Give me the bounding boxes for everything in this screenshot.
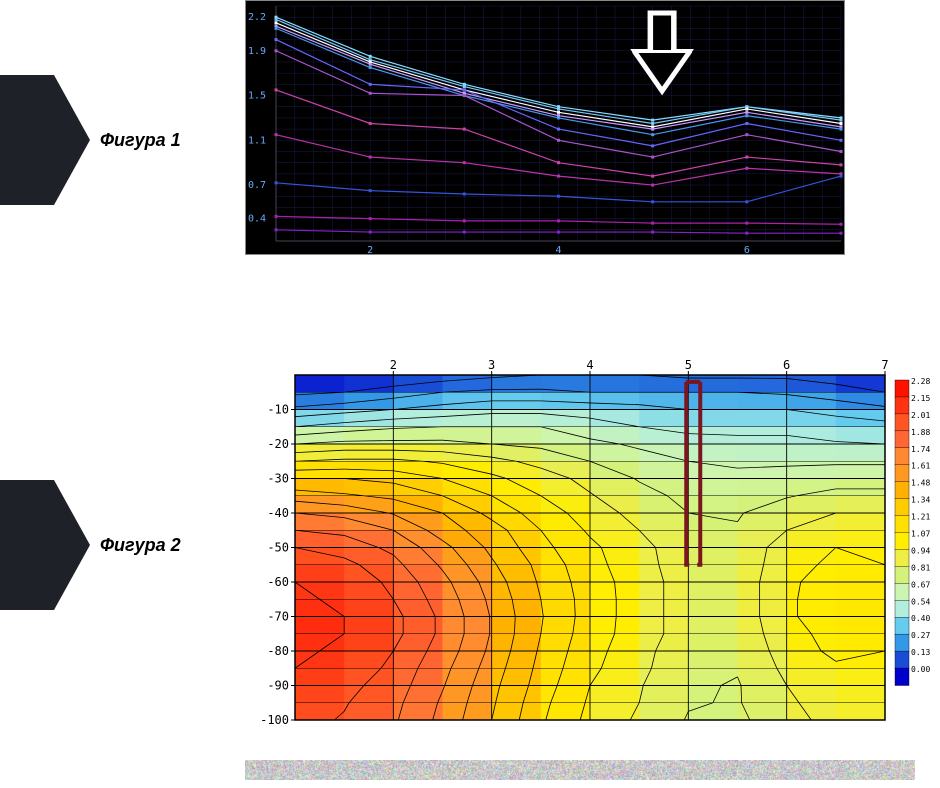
svg-text:1.07: 1.07 — [911, 530, 930, 539]
svg-text:2.28: 2.28 — [911, 377, 930, 386]
svg-text:1.9: 1.9 — [248, 46, 266, 57]
svg-text:-40: -40 — [267, 506, 289, 520]
svg-text:2: 2 — [367, 245, 373, 255]
svg-text:6: 6 — [783, 358, 790, 372]
svg-text:1.34: 1.34 — [911, 496, 930, 505]
svg-text:0.81: 0.81 — [911, 563, 930, 572]
svg-text:2.2: 2.2 — [248, 12, 266, 23]
svg-text:0.27: 0.27 — [911, 631, 930, 640]
svg-text:0.13: 0.13 — [911, 648, 930, 657]
noise-strip — [245, 760, 915, 780]
svg-text:0.94: 0.94 — [911, 546, 930, 555]
svg-text:7: 7 — [881, 358, 888, 372]
svg-text:-90: -90 — [267, 679, 289, 693]
svg-text:0.54: 0.54 — [911, 597, 930, 606]
svg-text:1.61: 1.61 — [911, 462, 930, 471]
svg-text:-100: -100 — [260, 713, 289, 727]
figure1-label: Фигура 1 — [100, 130, 181, 151]
figure1-chart: 0.4 0.7 1.1 1.5 1.9 2.2 2 4 6 — [245, 0, 845, 255]
svg-text:0.7: 0.7 — [248, 180, 266, 191]
svg-text:-80: -80 — [267, 644, 289, 658]
svg-text:0.4: 0.4 — [248, 214, 266, 225]
figure2-label: Фигура 2 — [100, 535, 181, 556]
figure2-pointer — [0, 480, 110, 610]
svg-text:0.40: 0.40 — [911, 614, 930, 623]
svg-text:1.5: 1.5 — [248, 91, 266, 102]
svg-text:4: 4 — [586, 358, 593, 372]
figure1-pointer — [0, 75, 110, 205]
svg-text:1.88: 1.88 — [911, 428, 930, 437]
svg-text:-30: -30 — [267, 472, 289, 486]
svg-text:1.21: 1.21 — [911, 513, 930, 522]
svg-text:6: 6 — [744, 245, 750, 255]
svg-text:4: 4 — [556, 245, 562, 255]
pointer-shape — [0, 480, 90, 610]
pointer-shape — [0, 75, 90, 205]
svg-text:5: 5 — [685, 358, 692, 372]
svg-text:2: 2 — [390, 358, 397, 372]
figure2-chart: 2 3 4 5 6 7 -10 -20 -30 -40 -50 -60 -70 -80 -90 -100 2.… — [245, 350, 940, 730]
svg-text:1.48: 1.48 — [911, 479, 930, 488]
svg-text:2.15: 2.15 — [911, 394, 930, 403]
svg-text:1.74: 1.74 — [911, 445, 930, 454]
svg-text:-10: -10 — [267, 403, 289, 417]
svg-text:-50: -50 — [267, 541, 289, 555]
svg-text:2.01: 2.01 — [911, 411, 930, 420]
svg-text:-20: -20 — [267, 437, 289, 451]
svg-text:0.67: 0.67 — [911, 580, 930, 589]
svg-text:1.1: 1.1 — [248, 135, 266, 146]
svg-text:-70: -70 — [267, 610, 289, 624]
svg-text:-60: -60 — [267, 575, 289, 589]
svg-text:0.00: 0.00 — [911, 665, 930, 674]
svg-text:3: 3 — [488, 358, 495, 372]
